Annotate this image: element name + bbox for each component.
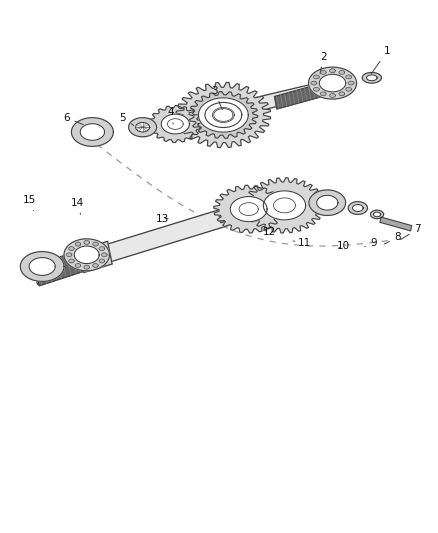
Polygon shape <box>214 109 233 122</box>
Polygon shape <box>166 82 325 132</box>
Polygon shape <box>71 118 113 147</box>
Text: 5: 5 <box>120 112 134 126</box>
Polygon shape <box>309 190 346 215</box>
Text: 1: 1 <box>371 46 390 74</box>
Polygon shape <box>320 70 326 74</box>
Polygon shape <box>380 217 412 231</box>
Polygon shape <box>74 246 99 264</box>
Polygon shape <box>346 75 352 79</box>
Polygon shape <box>149 106 201 142</box>
Polygon shape <box>314 75 319 79</box>
Polygon shape <box>319 74 346 92</box>
Polygon shape <box>348 81 354 85</box>
Polygon shape <box>67 253 72 257</box>
Polygon shape <box>311 81 317 85</box>
Polygon shape <box>129 118 156 137</box>
Polygon shape <box>99 247 105 251</box>
Polygon shape <box>64 239 110 271</box>
Text: 11: 11 <box>293 238 311 247</box>
Polygon shape <box>339 70 345 74</box>
Polygon shape <box>93 264 98 268</box>
Polygon shape <box>320 92 326 96</box>
Polygon shape <box>75 264 81 268</box>
Polygon shape <box>93 242 98 246</box>
Text: 15: 15 <box>22 195 36 211</box>
Polygon shape <box>75 242 81 246</box>
Polygon shape <box>189 92 258 139</box>
Polygon shape <box>244 178 325 233</box>
Text: 6: 6 <box>63 112 83 125</box>
Text: 14: 14 <box>71 198 84 214</box>
Polygon shape <box>198 98 248 132</box>
Polygon shape <box>346 87 352 91</box>
Polygon shape <box>80 124 105 140</box>
Polygon shape <box>84 265 89 269</box>
Polygon shape <box>84 240 89 244</box>
Polygon shape <box>176 83 271 148</box>
Polygon shape <box>69 259 74 263</box>
Polygon shape <box>99 259 105 263</box>
Polygon shape <box>367 75 377 80</box>
Polygon shape <box>161 114 189 134</box>
Text: 13: 13 <box>155 214 169 224</box>
Polygon shape <box>35 249 88 286</box>
Text: 9: 9 <box>365 238 377 247</box>
Polygon shape <box>136 123 150 132</box>
Text: 2: 2 <box>320 52 327 74</box>
Polygon shape <box>230 197 267 222</box>
Polygon shape <box>330 69 336 72</box>
Text: 4: 4 <box>168 107 174 124</box>
Polygon shape <box>34 193 278 284</box>
Text: 8: 8 <box>385 232 401 244</box>
Polygon shape <box>167 119 183 130</box>
Polygon shape <box>371 210 384 219</box>
Polygon shape <box>314 87 319 91</box>
Polygon shape <box>339 92 345 96</box>
Polygon shape <box>275 83 325 109</box>
Polygon shape <box>263 191 306 220</box>
Polygon shape <box>217 190 275 223</box>
Polygon shape <box>362 72 381 83</box>
Polygon shape <box>353 205 363 212</box>
Text: 12: 12 <box>263 227 276 237</box>
Polygon shape <box>239 203 258 215</box>
Polygon shape <box>330 93 336 98</box>
Polygon shape <box>374 212 381 217</box>
Polygon shape <box>317 195 338 210</box>
Text: 10: 10 <box>337 241 350 251</box>
Polygon shape <box>69 247 74 251</box>
Polygon shape <box>20 252 64 281</box>
Polygon shape <box>274 198 295 213</box>
Polygon shape <box>212 108 234 123</box>
Polygon shape <box>102 253 107 257</box>
Polygon shape <box>205 102 242 127</box>
Text: 3: 3 <box>211 86 223 110</box>
Polygon shape <box>29 257 55 276</box>
Text: 7: 7 <box>400 224 421 239</box>
Polygon shape <box>79 241 112 272</box>
Polygon shape <box>214 185 284 233</box>
Polygon shape <box>348 201 367 214</box>
Polygon shape <box>308 67 357 99</box>
